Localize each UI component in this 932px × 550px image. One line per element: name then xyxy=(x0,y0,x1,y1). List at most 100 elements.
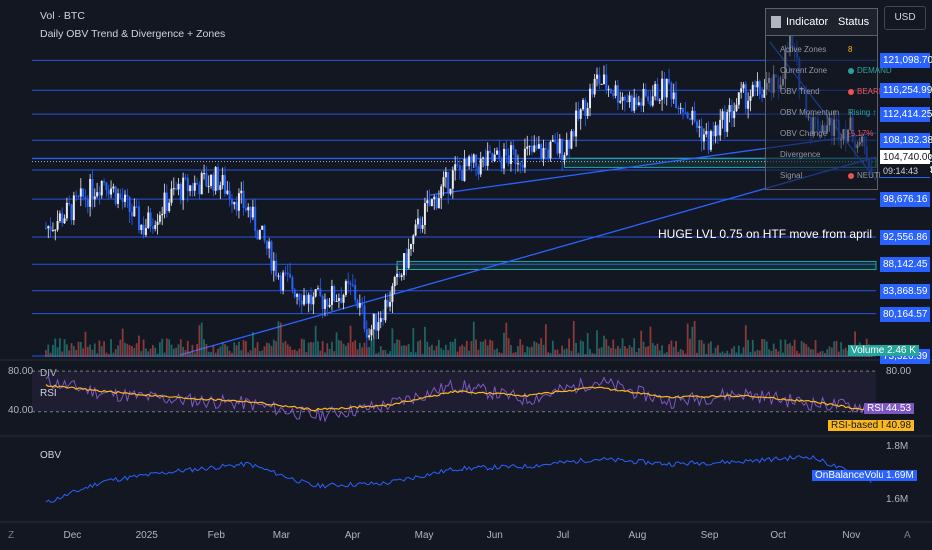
col-status-label: Status xyxy=(838,16,870,28)
volume-bar xyxy=(245,341,247,357)
volume-bar xyxy=(821,350,824,357)
candle-body xyxy=(172,188,175,190)
candle-body xyxy=(428,200,431,207)
candle-body xyxy=(502,148,505,169)
price-level-badge: 108,182.38 xyxy=(880,133,932,149)
volume-bar xyxy=(556,349,559,357)
volume-bar xyxy=(142,339,145,357)
volume-bar xyxy=(156,353,159,357)
candle-body xyxy=(393,277,396,287)
volume-bar xyxy=(286,344,289,357)
x-axis-label: Apr xyxy=(344,530,361,541)
volume-bar xyxy=(235,345,238,357)
volume-bar xyxy=(458,346,461,357)
volume-bar xyxy=(361,347,364,357)
candle-body xyxy=(419,218,422,229)
volume-bar xyxy=(356,349,359,357)
candle-body xyxy=(400,275,403,277)
candle-body xyxy=(342,294,345,303)
volume-bar xyxy=(793,339,796,357)
candle-body xyxy=(619,100,622,103)
volume-bar xyxy=(833,341,836,357)
candle-body xyxy=(389,302,392,307)
candle-body xyxy=(742,84,745,89)
volume-bar xyxy=(505,322,508,357)
candle-body xyxy=(521,164,524,168)
status-row: OBV Trend BEARISH ↓ xyxy=(766,87,898,101)
candle-body xyxy=(221,175,224,186)
volume-bar xyxy=(163,352,166,357)
volume-bar xyxy=(370,338,373,357)
candle-body xyxy=(679,107,682,109)
candle-body xyxy=(100,180,103,196)
volume-bar xyxy=(391,328,394,357)
volume-bar xyxy=(110,339,112,357)
volume-bar xyxy=(628,345,631,357)
volume-bar xyxy=(763,339,766,357)
candle-body xyxy=(421,225,424,229)
status-row: Active Zones 8 xyxy=(766,45,877,59)
status-row-label: OBV Trend xyxy=(780,87,820,96)
candle-body xyxy=(437,198,440,209)
volume-bar xyxy=(226,346,229,357)
current-price-badge: 104,740.00 xyxy=(880,150,932,164)
volume-bar xyxy=(200,322,203,357)
candle-body xyxy=(396,273,399,278)
candle-body xyxy=(702,134,705,142)
status-row-label: Signal xyxy=(780,171,803,180)
candle-body xyxy=(121,198,124,202)
candle-body xyxy=(49,226,52,231)
rsi-title: RSI xyxy=(40,388,57,399)
candle-body xyxy=(740,88,743,93)
candle-body xyxy=(358,303,361,308)
candle-body xyxy=(47,226,50,229)
candle-body xyxy=(554,139,557,143)
status-value-text: BEARISH ↓ xyxy=(857,87,899,96)
candle-body xyxy=(349,283,352,285)
volume-bar xyxy=(338,340,340,357)
candle-body xyxy=(382,318,385,321)
candle-body xyxy=(291,277,294,290)
obv-label-badge: OnBalanceVolume xyxy=(812,470,901,481)
volume-bar xyxy=(644,346,647,357)
countdown-badge: 09:14:43 xyxy=(880,164,930,177)
price-level-badge: 112,414.25 xyxy=(880,107,932,123)
volume-bar xyxy=(421,353,424,357)
volume-bar xyxy=(437,339,440,357)
candle-body xyxy=(124,194,127,202)
volume-bar xyxy=(735,352,738,357)
zoom-corner-icon[interactable]: Z xyxy=(8,530,15,541)
volume-bar xyxy=(377,352,380,357)
volume-bar xyxy=(491,340,494,357)
volume-bar xyxy=(342,343,345,357)
volume-bar xyxy=(565,348,568,357)
candle-body xyxy=(633,97,636,111)
volume-bar xyxy=(477,349,480,357)
candle-body xyxy=(112,186,115,189)
candle-body xyxy=(563,155,566,160)
volume-bar xyxy=(649,326,652,357)
candle-body xyxy=(247,207,250,211)
obv-level-bottom: 1.6M xyxy=(886,494,909,505)
candle-body xyxy=(126,194,129,197)
volume-bar xyxy=(535,342,538,357)
volume-bar xyxy=(682,350,684,357)
candle-body xyxy=(498,150,501,159)
volume-bar xyxy=(379,346,382,357)
currency-button[interactable]: USD xyxy=(884,6,926,30)
candle-body xyxy=(426,200,429,204)
volume-bar xyxy=(635,352,638,357)
volume-bar xyxy=(772,343,775,357)
volume-bar xyxy=(326,343,329,357)
volume-bar xyxy=(193,352,196,357)
volume-bar xyxy=(298,348,301,357)
status-row-value: DEMAND xyxy=(848,66,892,75)
status-row-label: Current Zone xyxy=(780,66,828,75)
volume-bar xyxy=(744,325,747,357)
auto-scale-corner-icon[interactable]: A xyxy=(904,530,911,541)
candle-body xyxy=(254,206,257,231)
candle-body xyxy=(214,167,217,191)
candle-body xyxy=(54,229,57,231)
candle-body xyxy=(114,186,117,204)
volume-bar xyxy=(575,342,577,357)
